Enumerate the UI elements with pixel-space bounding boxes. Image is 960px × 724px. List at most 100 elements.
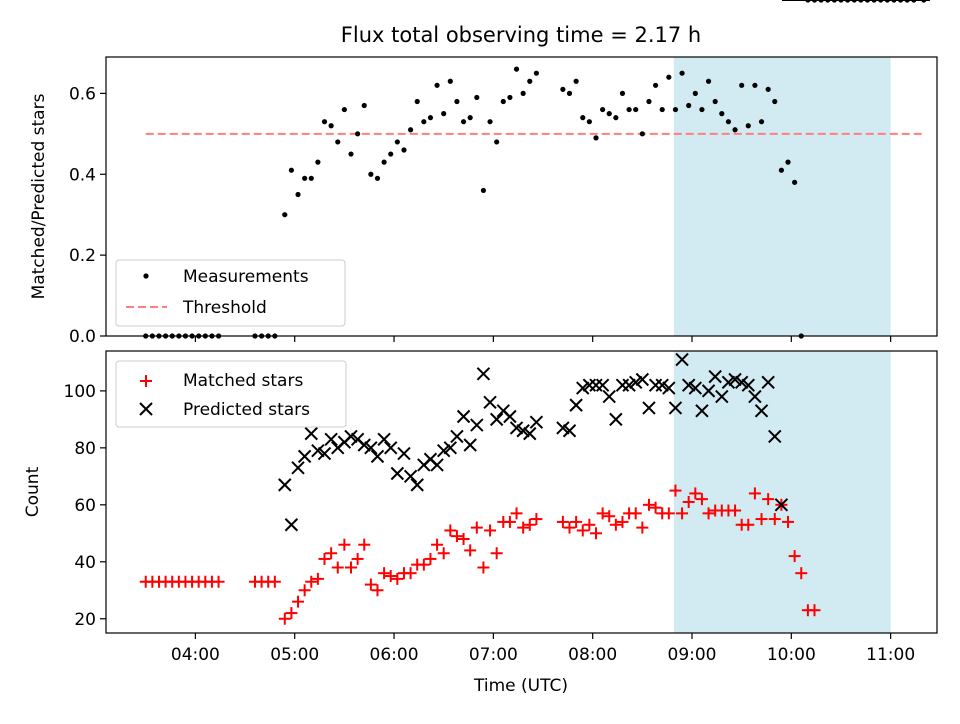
- measurement-point: [427, 115, 434, 121]
- matched-stars-points: [139, 0, 930, 625]
- x-axis-label: Time (UTC): [473, 676, 568, 696]
- predicted-stars-point: [576, 381, 590, 395]
- legend-measurements-marker: [143, 273, 149, 279]
- shaded-interval-top: [673, 57, 891, 336]
- measurement-point: [335, 139, 341, 145]
- bottom-panel: 20 40 60 80 100 04:00 05:00 06:00 07:00 08:00 09:…: [23, 0, 938, 696]
- y-tick-label: 60: [74, 496, 96, 516]
- predicted-stars-point: [695, 404, 709, 418]
- bottom-x-axis: 04:00 05:00 06:00 07:00 08:00 09:00 10:00 11:00: [171, 633, 915, 665]
- top-panel: 0.0 0.2 0.4 0.6 Matched/Predicted stars Mea…: [29, 0, 938, 347]
- matched-stars-point: [755, 513, 768, 526]
- predicted-stars-point: [629, 375, 643, 390]
- predicted-stars-point: [390, 466, 405, 481]
- predicted-stars-point: [483, 395, 497, 409]
- measurement-point: [454, 98, 460, 105]
- predicted-stars-point: [509, 421, 524, 435]
- predicted-stars-point: [297, 449, 312, 464]
- matched-stars-point: [642, 498, 655, 511]
- predicted-stars-point: [734, 375, 749, 390]
- measurement-point: [646, 98, 652, 105]
- measurement-point: [652, 82, 659, 88]
- predicted-stars-point: [370, 449, 385, 464]
- measurement-point: [355, 131, 361, 137]
- matched-stars-point: [431, 538, 444, 551]
- predicted-stars-point: [364, 441, 378, 455]
- matched-stars-point: [318, 552, 331, 565]
- matched-stars-point: [391, 572, 404, 585]
- top-legend: Measurements Threshold: [115, 259, 346, 327]
- matched-stars-point: [510, 507, 523, 520]
- matched-stars-point: [437, 547, 450, 560]
- matched-stars-point: [570, 515, 583, 528]
- x-tick-label: 05:00: [270, 645, 319, 665]
- x-tick-label: 11:00: [866, 645, 915, 665]
- y-tick-label: 0.6: [69, 84, 96, 104]
- measurement-point: [308, 175, 314, 181]
- matched-stars-point: [292, 595, 305, 608]
- measurement-point: [527, 78, 533, 84]
- y-tick-label: 0.0: [69, 327, 96, 347]
- measurement-point: [699, 106, 705, 113]
- matched-stars-point: [649, 501, 662, 514]
- measurement-point: [573, 78, 579, 84]
- matched-stars-point: [636, 521, 649, 534]
- matched-stars-point: [695, 493, 708, 506]
- measurement-point: [672, 106, 679, 113]
- matched-stars-point: [603, 510, 616, 523]
- matched-stars-point: [795, 567, 808, 580]
- matched-stars-point: [351, 552, 364, 565]
- x-tick-label: 06:00: [370, 645, 419, 665]
- predicted-stars-point: [648, 378, 663, 392]
- predicted-stars-point: [615, 378, 630, 392]
- matched-stars-point: [808, 604, 821, 617]
- measurement-point: [513, 66, 520, 72]
- measurement-point: [580, 115, 586, 121]
- matched-stars-point: [464, 544, 477, 557]
- measurement-point: [507, 94, 513, 101]
- matched-stars-point: [424, 552, 437, 565]
- predicted-stars-point: [655, 378, 669, 392]
- legend-matched-label: Matched stars: [183, 371, 303, 391]
- matched-stars-point: [338, 538, 351, 551]
- predicted-stars-point: [688, 381, 703, 395]
- measurement-point: [639, 131, 645, 137]
- matched-stars-point: [450, 530, 463, 543]
- measurement-point: [295, 191, 301, 198]
- measurement-point: [725, 119, 732, 125]
- measurement-point: [758, 119, 765, 125]
- measurement-point: [560, 86, 566, 92]
- matched-stars-point: [212, 575, 225, 588]
- matched-stars-point: [344, 561, 357, 574]
- predicted-stars-point: [715, 389, 729, 404]
- predicted-stars-point: [344, 429, 358, 444]
- y-tick-label: 80: [74, 439, 96, 459]
- predicted-stars-points: [278, 0, 930, 532]
- matched-stars-point: [616, 515, 629, 528]
- matched-stars-point: [417, 558, 430, 571]
- matched-stars-point: [358, 538, 371, 551]
- measurement-point: [401, 147, 407, 153]
- measurement-point: [341, 106, 347, 113]
- predicted-stars-point: [642, 401, 656, 415]
- measurement-point: [619, 90, 626, 96]
- measurement-point: [480, 187, 487, 194]
- matched-stars-point: [384, 570, 397, 583]
- bottom-legend-box: [115, 360, 347, 428]
- predicted-stars-point: [463, 438, 477, 452]
- predicted-stars-point: [595, 378, 610, 392]
- measurement-point: [566, 90, 573, 96]
- predicted-stars-point: [741, 378, 755, 392]
- predicted-stars-point: [748, 389, 762, 404]
- predicted-stars-point: [768, 429, 782, 444]
- measurement-point: [719, 111, 725, 117]
- matched-stars-point: [371, 584, 384, 597]
- x-tick-label: 08:00: [568, 645, 617, 665]
- x-tick-label: 09:00: [668, 645, 717, 665]
- bottom-plot-frame: [105, 350, 938, 634]
- measurement-point: [785, 159, 791, 165]
- matched-stars-point: [364, 578, 377, 591]
- measurement-point: [302, 175, 308, 181]
- matched-stars-point: [530, 513, 543, 526]
